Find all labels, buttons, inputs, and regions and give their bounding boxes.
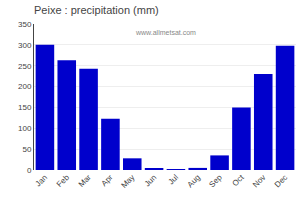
svg-text:100: 100 <box>18 124 32 133</box>
svg-text:Aug: Aug <box>186 173 202 189</box>
svg-text:Sep: Sep <box>207 172 224 189</box>
svg-text:Jun: Jun <box>143 173 158 188</box>
svg-text:Jul: Jul <box>167 173 181 187</box>
svg-text:May: May <box>119 173 136 190</box>
svg-text:Mar: Mar <box>77 173 93 189</box>
svg-text:250: 250 <box>18 62 32 71</box>
svg-text:Oct: Oct <box>230 172 246 188</box>
svg-text:0: 0 <box>27 166 32 175</box>
svg-text:200: 200 <box>18 82 32 91</box>
svg-text:50: 50 <box>22 145 31 154</box>
svg-text:Apr: Apr <box>99 173 114 188</box>
svg-text:300: 300 <box>18 41 32 50</box>
svg-text:www.allmetsat.com: www.allmetsat.com <box>135 29 196 36</box>
svg-text:Jan: Jan <box>34 173 49 188</box>
svg-text:Feb: Feb <box>55 172 72 189</box>
svg-text:Nov: Nov <box>251 173 267 189</box>
svg-text:150: 150 <box>18 103 32 112</box>
svg-text:350: 350 <box>18 20 32 29</box>
svg-text:Peixe : precipitation (mm): Peixe : precipitation (mm) <box>34 4 159 16</box>
svg-text:Dec: Dec <box>273 173 289 189</box>
